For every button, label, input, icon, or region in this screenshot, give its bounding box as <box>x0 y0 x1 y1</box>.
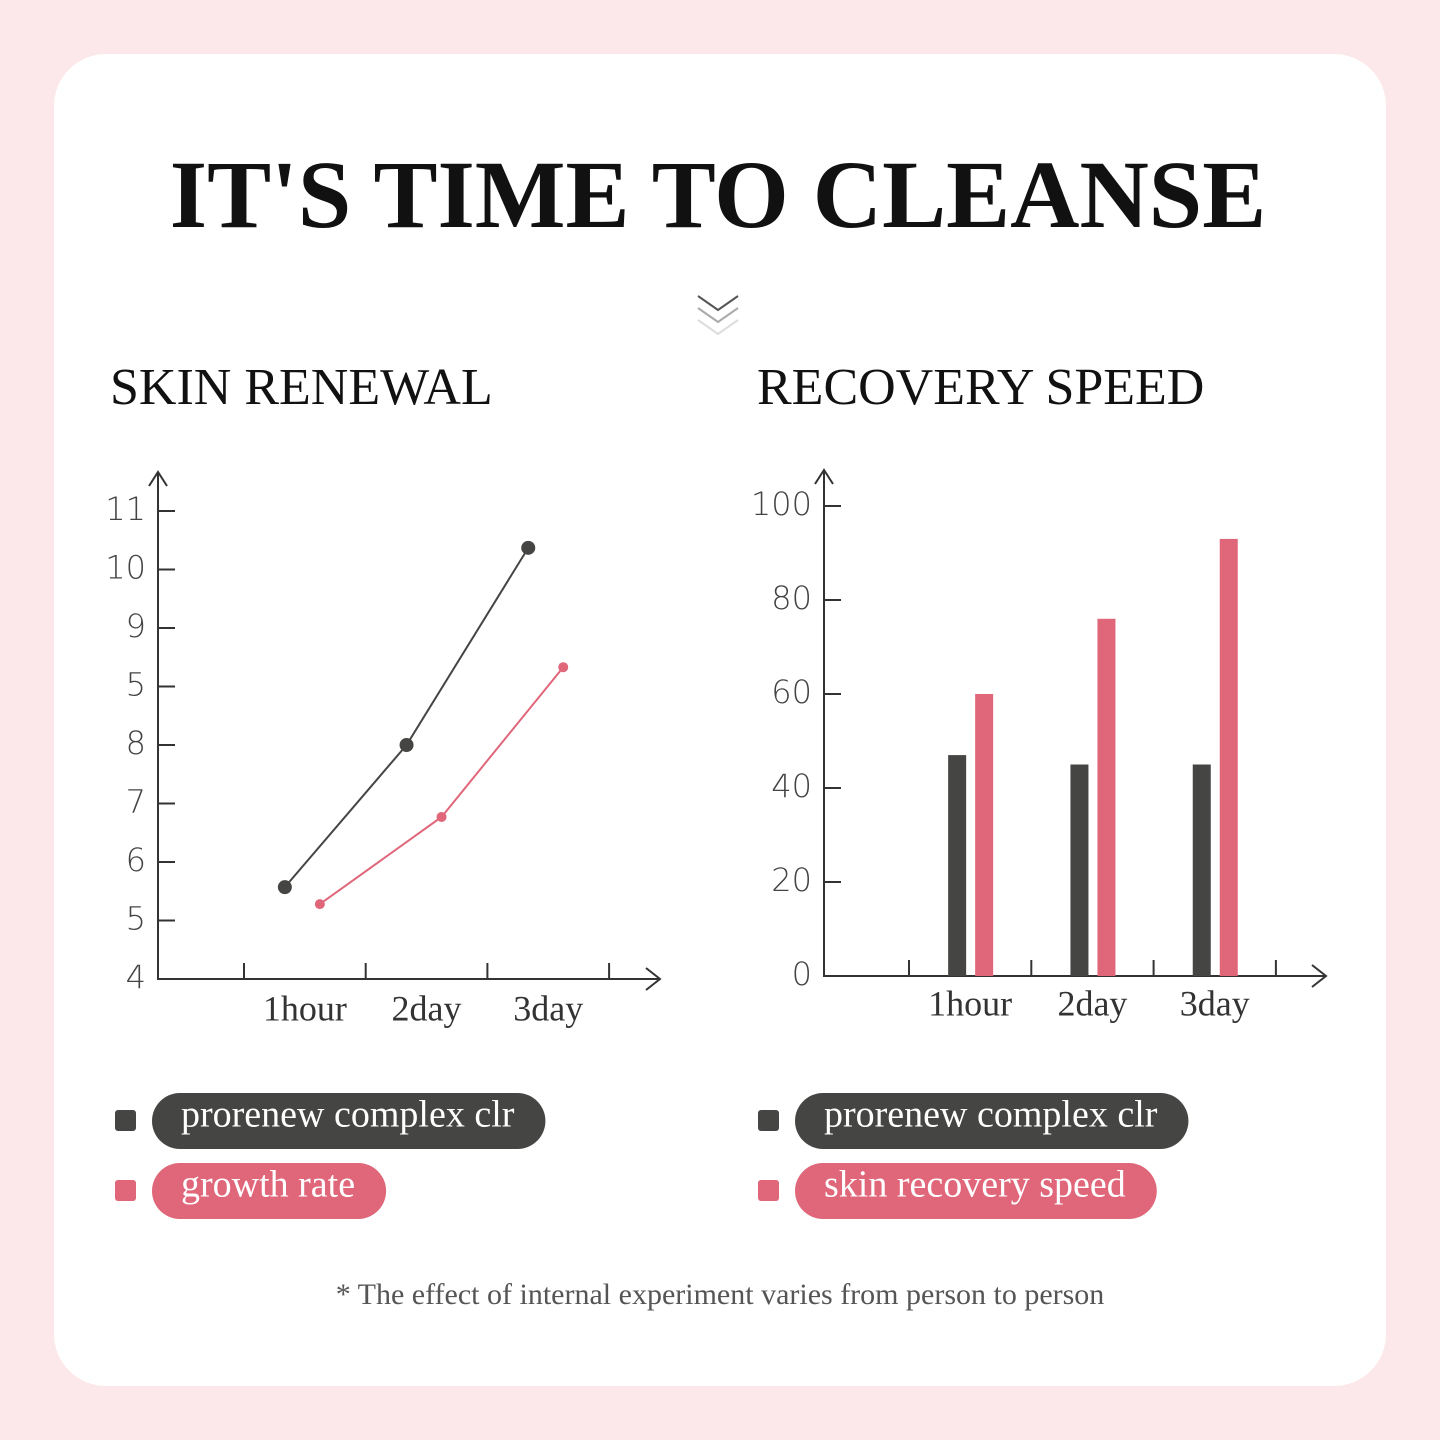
y-tick-label: 5 <box>126 900 146 938</box>
x-tick-label: 1hour <box>928 983 1012 1023</box>
y-tick-label: 8 <box>126 724 146 762</box>
y-tick-label: 6 <box>126 841 146 879</box>
x-tick-label: 3day <box>513 988 583 1028</box>
bar <box>1219 538 1238 976</box>
x-tick-label: 2day <box>1057 983 1127 1023</box>
legend-pill <box>795 1093 1189 1149</box>
legend-swatch <box>115 1110 136 1131</box>
y-tick-label: 20 <box>771 861 812 899</box>
page-title: IT'S TIME TO CLEANSE <box>170 141 1266 248</box>
y-tick-label: 40 <box>771 767 812 805</box>
y-tick-label: 60 <box>771 673 812 711</box>
legend-swatch <box>115 1180 136 1201</box>
y-tick-label: 0 <box>792 955 812 993</box>
y-tick-label: 7 <box>126 783 146 821</box>
legend-pill <box>152 1093 546 1149</box>
legend-label: prorenew complex clr <box>824 1094 1158 1136</box>
footnote: * The effect of internal experiment vari… <box>336 1278 1105 1311</box>
legend-swatch <box>758 1110 779 1131</box>
legend-pill <box>795 1163 1157 1219</box>
bar <box>948 755 967 976</box>
point <box>436 811 447 822</box>
x-tick-label: 1hour <box>263 988 347 1028</box>
point <box>399 738 414 752</box>
y-tick-label: 11 <box>105 490 146 528</box>
y-tick-label: 80 <box>771 579 812 617</box>
point <box>558 662 569 673</box>
legend-swatch <box>758 1180 779 1201</box>
y-tick-label: 100 <box>751 485 812 523</box>
card <box>54 54 1386 1386</box>
legend-label: growth rate <box>181 1164 355 1206</box>
bar <box>1070 764 1089 976</box>
y-tick-label: 4 <box>126 958 146 996</box>
chevron-icon <box>697 295 739 336</box>
point <box>277 880 292 895</box>
x-tick-label: 2day <box>392 988 462 1028</box>
bar <box>975 694 994 976</box>
point <box>521 540 536 555</box>
chart-title: SKIN RENEWAL <box>110 359 493 416</box>
y-tick-label: 10 <box>105 549 146 587</box>
x-tick-label: 3day <box>1180 983 1250 1023</box>
chart-title: RECOVERY SPEED <box>757 359 1204 416</box>
legend-label: prorenew complex clr <box>181 1094 515 1136</box>
bar <box>1192 764 1211 976</box>
point <box>314 899 325 910</box>
bar <box>1097 618 1116 976</box>
legend-label: skin recovery speed <box>824 1164 1126 1206</box>
y-tick-label: 9 <box>126 607 146 645</box>
legend-pill <box>152 1163 387 1219</box>
y-tick-label: 5 <box>126 666 146 704</box>
